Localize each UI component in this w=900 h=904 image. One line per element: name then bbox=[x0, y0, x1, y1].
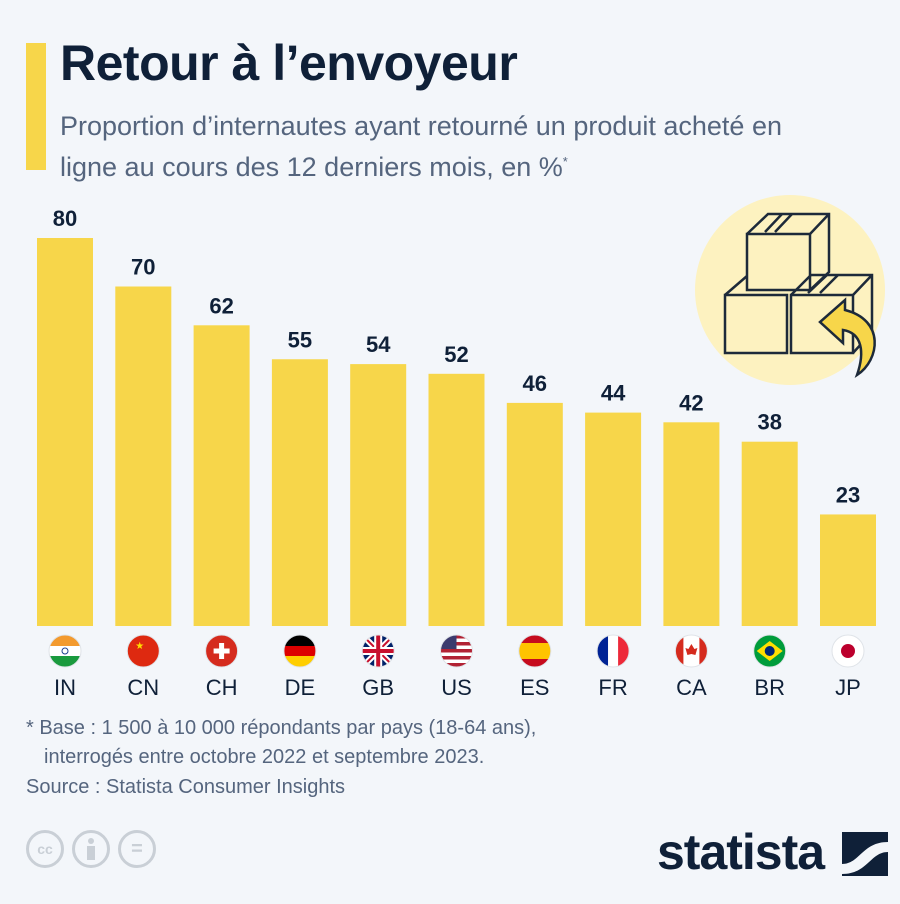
x-tick-label-CN: CN bbox=[127, 675, 159, 700]
flag-JP-icon bbox=[831, 634, 865, 668]
footnote-line-2: interrogés entre octobre 2022 et septemb… bbox=[44, 746, 485, 768]
flag-BR-icon bbox=[753, 634, 787, 668]
by-icon bbox=[72, 830, 110, 868]
flag-US-icon bbox=[440, 634, 473, 668]
chart-title: Retour à l’envoyeur bbox=[60, 35, 518, 91]
x-tick-label-BR: BR bbox=[754, 675, 785, 700]
x-tick-label-DE: DE bbox=[285, 675, 316, 700]
flag-CH-icon bbox=[205, 634, 239, 668]
flag-CN-icon: ★ bbox=[126, 634, 160, 668]
statista-logo[interactable]: statista bbox=[657, 824, 825, 880]
data-label-IN: 80 bbox=[53, 206, 77, 231]
subtitle-text: Proportion d’internautes ayant retourné … bbox=[60, 111, 782, 182]
x-tick-label-IN: IN bbox=[54, 675, 76, 700]
bar-CA bbox=[663, 422, 720, 626]
cc-icon: cc bbox=[26, 830, 64, 868]
data-label-CN: 70 bbox=[131, 255, 155, 280]
statista-logo-mark-icon bbox=[842, 832, 888, 876]
bar-US bbox=[428, 373, 485, 626]
data-label-FR: 44 bbox=[601, 381, 626, 406]
license-icons: cc = bbox=[26, 830, 156, 868]
flag-IN-icon bbox=[48, 634, 82, 668]
bar-GB bbox=[350, 364, 407, 626]
data-label-CH: 62 bbox=[209, 293, 233, 318]
title-accent-bar bbox=[26, 43, 46, 170]
bar-DE bbox=[271, 359, 328, 626]
flag-ES-icon bbox=[518, 634, 552, 668]
data-label-ES: 46 bbox=[523, 371, 547, 396]
footnote-line-1: * Base : 1 500 à 10 000 répondants par p… bbox=[26, 717, 537, 739]
data-label-JP: 23 bbox=[836, 482, 860, 507]
x-tick-label-FR: FR bbox=[598, 675, 627, 700]
source-text: Source : Statista Consumer Insights bbox=[26, 776, 346, 798]
footnote: * Base : 1 500 à 10 000 répondants par p… bbox=[26, 714, 536, 772]
data-label-BR: 38 bbox=[757, 410, 781, 435]
bar-ES bbox=[506, 402, 563, 626]
svg-text:★: ★ bbox=[135, 641, 144, 652]
chart-subtitle: Proportion d’internautes ayant retourné … bbox=[60, 108, 840, 185]
flag-CA-icon bbox=[674, 634, 708, 668]
flag-FR-icon bbox=[596, 634, 630, 668]
x-tick-label-CH: CH bbox=[206, 675, 238, 700]
bar-chart: 80 IN 70 ★ CN 62 CH 55 DE 54 GB 52 US 46 ES 44 FR 42 CA 38 B… bbox=[37, 195, 885, 700]
bar-CN bbox=[115, 286, 172, 626]
data-label-DE: 55 bbox=[288, 327, 312, 352]
bar-FR bbox=[585, 412, 642, 626]
x-tick-label-JP: JP bbox=[835, 675, 861, 700]
x-tick-label-GB: GB bbox=[362, 675, 394, 700]
data-label-CA: 42 bbox=[679, 390, 703, 415]
data-label-US: 52 bbox=[444, 342, 468, 367]
flag-GB-icon bbox=[361, 634, 395, 668]
x-tick-label-ES: ES bbox=[520, 675, 549, 700]
bar-BR bbox=[741, 441, 798, 626]
x-tick-label-CA: CA bbox=[676, 675, 707, 700]
flag-DE-icon bbox=[283, 634, 317, 668]
bar-IN bbox=[37, 238, 93, 626]
x-tick-label-US: US bbox=[441, 675, 472, 700]
bar-CH bbox=[193, 325, 250, 626]
nd-icon: = bbox=[118, 830, 156, 868]
boxes-return-icon bbox=[695, 195, 885, 385]
subtitle-asterisk: * bbox=[562, 154, 568, 169]
bar-JP bbox=[820, 514, 876, 626]
data-label-GB: 54 bbox=[366, 332, 391, 357]
